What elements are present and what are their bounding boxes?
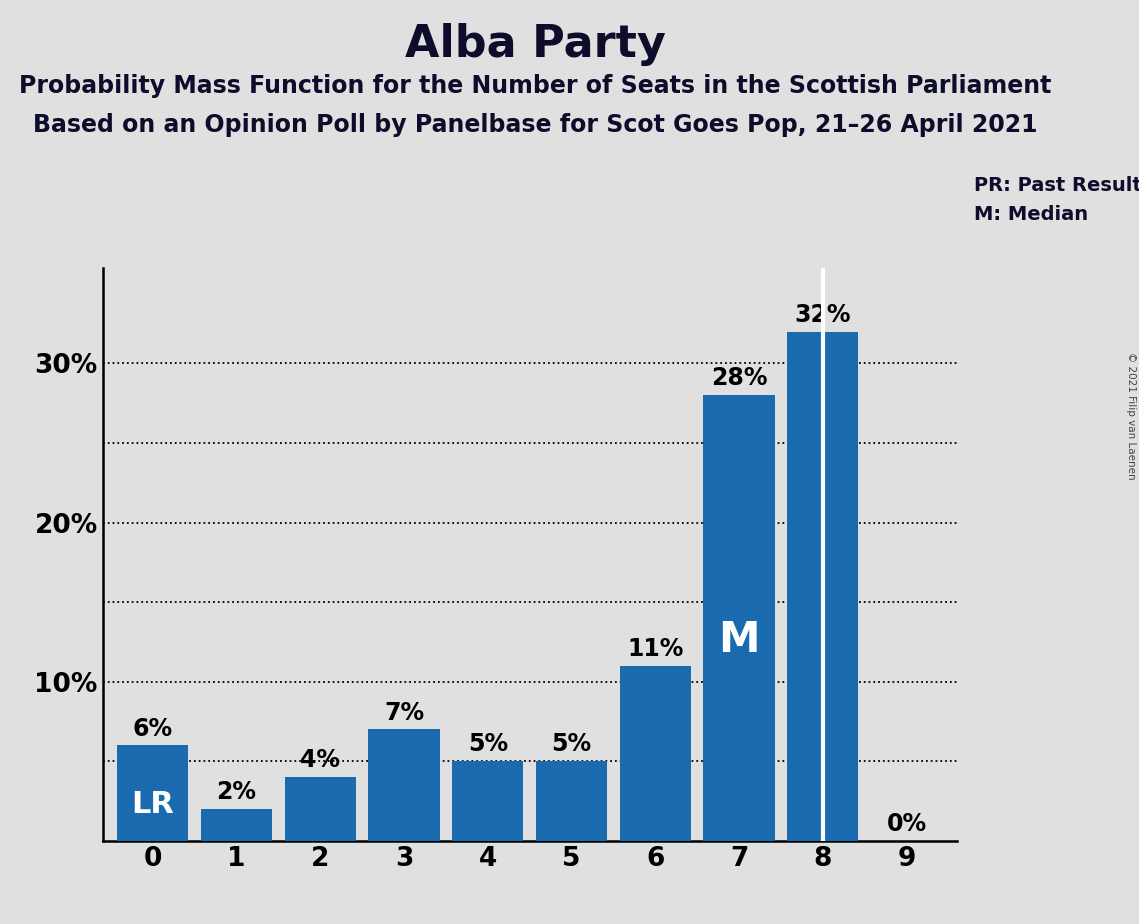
Text: 11%: 11% <box>628 637 683 661</box>
Bar <box>200 809 272 841</box>
Text: Probability Mass Function for the Number of Seats in the Scottish Parliament: Probability Mass Function for the Number… <box>19 74 1051 98</box>
Text: Based on an Opinion Poll by Panelbase for Scot Goes Pop, 21–26 April 2021: Based on an Opinion Poll by Panelbase fo… <box>33 113 1038 137</box>
Text: 7%: 7% <box>384 700 424 724</box>
Bar <box>704 395 775 841</box>
Bar <box>368 729 440 841</box>
Bar <box>787 332 859 841</box>
Text: 5%: 5% <box>468 733 508 757</box>
Text: 5%: 5% <box>551 733 591 757</box>
Text: © 2021 Filip van Laenen: © 2021 Filip van Laenen <box>1126 352 1136 480</box>
Bar <box>620 666 691 841</box>
Bar <box>452 761 523 841</box>
Text: LR: LR <box>131 790 174 819</box>
Text: M: M <box>719 619 760 662</box>
Text: 28%: 28% <box>711 367 768 391</box>
Text: 6%: 6% <box>133 717 173 741</box>
Bar <box>117 746 188 841</box>
Bar <box>285 777 355 841</box>
Text: PR: Past Result: PR: Past Result <box>974 176 1139 195</box>
Text: Alba Party: Alba Party <box>404 23 666 67</box>
Text: M: Median: M: Median <box>974 205 1088 225</box>
Bar <box>536 761 607 841</box>
Text: 32%: 32% <box>795 303 851 327</box>
Text: 0%: 0% <box>886 812 926 836</box>
Text: 2%: 2% <box>216 780 256 804</box>
Text: 4%: 4% <box>301 748 341 772</box>
